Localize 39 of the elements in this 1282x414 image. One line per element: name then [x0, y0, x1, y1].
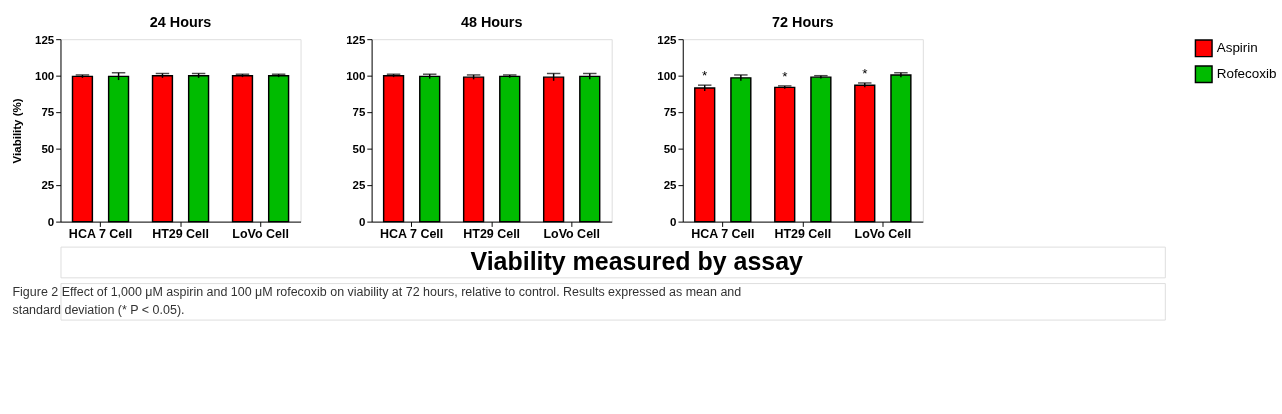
x-tick-label: HCA 7 Cell	[380, 227, 444, 242]
x-tick-label: HT29 Cell	[463, 227, 521, 242]
x-tick-label: HT29 Cell	[152, 227, 209, 242]
y-tick-label: 100	[35, 69, 55, 82]
chart-title: 48 Hours	[460, 13, 523, 30]
x-tick-label: HCA 7 Cell	[691, 227, 755, 242]
y-tick-label: 0	[670, 215, 677, 228]
chart-title: 24 Hours	[149, 13, 212, 30]
x-tick-label: HT29 Cell	[774, 227, 832, 242]
caption: Figure 2 Effect of 1,000 μM aspirin and 100 μM rofecoxib on viability at 72 hours, relative to control. Results expressed as mean and	[12, 285, 742, 300]
x-tick-label: HCA 7 Cell	[68, 227, 133, 242]
annotation: *	[782, 69, 789, 85]
y-tick-label: 50	[352, 142, 366, 155]
y-axis-title: Viability (%)	[10, 98, 23, 164]
x-tick-label: LoVo Cell	[854, 227, 912, 242]
y-tick-label: 100	[657, 69, 677, 82]
y-tick-label: 75	[41, 106, 55, 119]
legend-label: Rofecoxib	[1216, 66, 1277, 82]
legend-label: Aspirin	[1216, 40, 1258, 56]
y-tick-label: 0	[358, 215, 366, 228]
text: Viability measured by assay	[470, 246, 804, 275]
y-tick-label: 25	[41, 179, 55, 192]
x-tick-label: LoVo Cell	[543, 227, 600, 242]
y-tick-label: 50	[663, 142, 677, 155]
chart-title: 72 Hours	[772, 13, 834, 30]
y-tick-label: 0	[47, 215, 55, 228]
y-tick-label: 125	[346, 33, 366, 46]
y-tick-label: 25	[663, 179, 678, 192]
annotation: *	[862, 66, 869, 82]
x-tick-label: LoVo Cell	[232, 227, 289, 242]
text: standard deviation (* P < 0.05).	[12, 303, 185, 318]
y-tick-label: 75	[352, 106, 366, 119]
y-tick-label: 25	[352, 179, 366, 192]
y-tick-label: 75	[663, 106, 678, 119]
y-tick-label: 100	[346, 69, 366, 82]
y-tick-label: 50	[41, 142, 55, 155]
annotation: *	[702, 68, 709, 84]
y-tick-label: 125	[35, 33, 55, 46]
y-tick-label: 125	[657, 33, 678, 46]
